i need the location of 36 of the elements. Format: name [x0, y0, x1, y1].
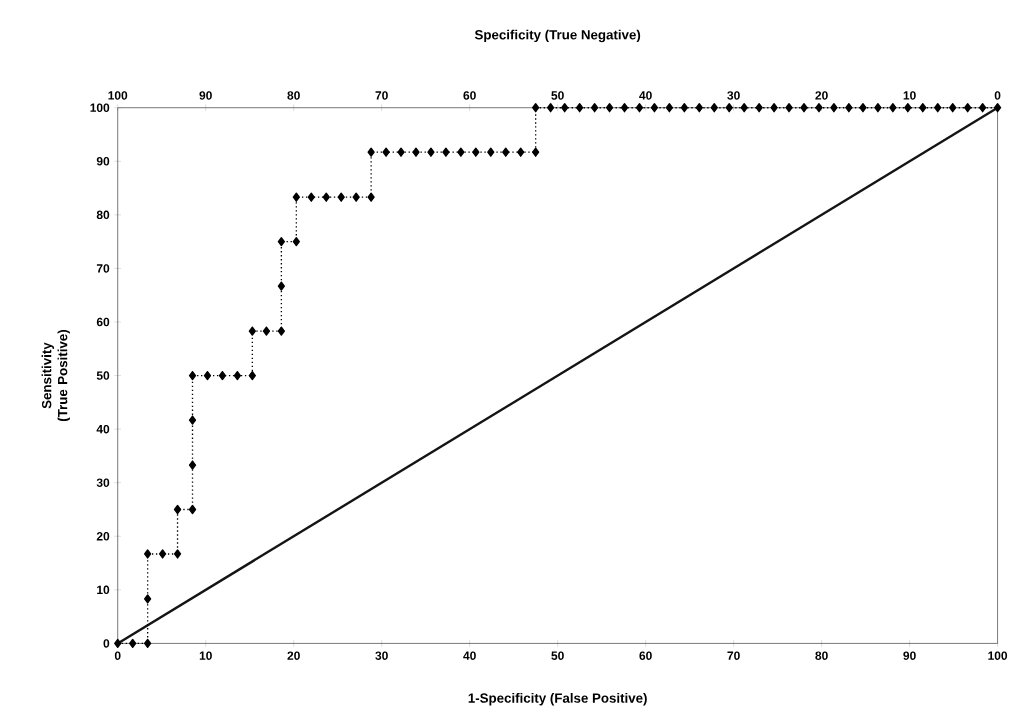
x-tick-label: 40: [463, 651, 476, 661]
x2-tick-label: 70: [375, 91, 388, 100]
y-tick-label: 60: [96, 317, 110, 327]
x2-tick-label: 90: [199, 91, 212, 100]
y-axis-title: Sensitivity (True Positive): [41, 330, 70, 422]
x-tick-label: 0: [114, 651, 121, 661]
x2-tick-label: 100: [108, 91, 128, 100]
x-tick-label: 30: [375, 651, 388, 661]
x2-tick-label: 80: [287, 91, 300, 100]
y-tick-label: 30: [96, 478, 110, 488]
x-tick-label: 80: [815, 651, 828, 661]
x-tick-label: 10: [199, 651, 212, 661]
x2-axis-title: Specificity (True Negative): [474, 29, 641, 43]
y-tick-label: 50: [96, 371, 110, 380]
y-tick-label: 80: [96, 210, 110, 220]
x2-tick-label: 20: [815, 91, 828, 100]
x2-tick-label: 60: [463, 91, 476, 100]
x2-tick-label: 40: [639, 91, 652, 100]
x-tick-label: 90: [903, 651, 916, 661]
x2-tick-label: 0: [994, 91, 1001, 100]
y-tick-label: 0: [103, 639, 110, 648]
x2-tick-label: 50: [551, 91, 564, 100]
x-tick-label: 50: [551, 651, 564, 661]
x-tick-label: 70: [727, 651, 740, 661]
y-tick-label: 100: [90, 103, 110, 113]
x-axis-title: 1-Specificity (False Positive): [468, 693, 647, 706]
x-tick-label: 100: [988, 651, 1008, 661]
y-tick-label: 40: [96, 424, 110, 434]
x2-tick-label: 10: [903, 91, 916, 100]
y-tick-label: 20: [96, 532, 110, 541]
x-tick-label: 20: [287, 651, 300, 661]
x-tick-label: 60: [639, 651, 652, 661]
x2-tick-label: 30: [727, 91, 740, 100]
y-tick-label: 90: [96, 157, 110, 166]
y-tick-label: 70: [96, 264, 110, 273]
y-tick-label: 10: [97, 585, 110, 595]
